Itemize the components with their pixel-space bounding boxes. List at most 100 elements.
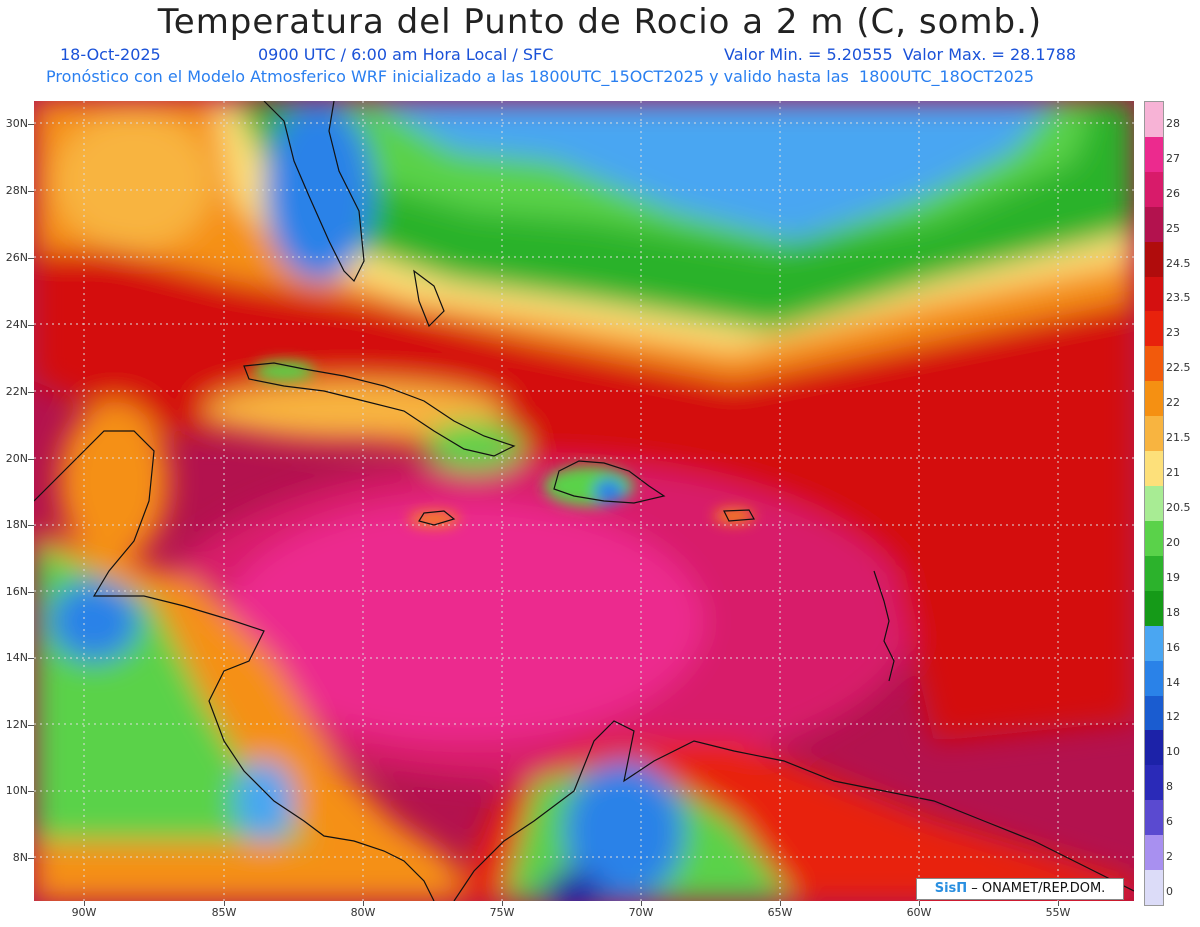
colorbar-label: 10 xyxy=(1166,745,1180,759)
sispi-logo-text: SisΠ xyxy=(934,881,968,896)
colorbar-label: 21 xyxy=(1166,466,1180,480)
dewpoint-map xyxy=(34,101,1134,901)
lat-label-14n: 14N xyxy=(5,651,28,664)
colorbar-label: 22 xyxy=(1166,396,1180,410)
lat-tick xyxy=(28,325,34,326)
colorbar-segment xyxy=(1145,870,1163,906)
lat-label-28n: 28N xyxy=(5,184,28,197)
forecast-date: 18-Oct-2025 xyxy=(60,45,161,64)
lat-label-12n: 12N xyxy=(5,718,28,731)
colorbar-label: 2 xyxy=(1166,850,1173,864)
lon-tick xyxy=(919,901,920,906)
lon-label-80w: 80W xyxy=(350,906,376,919)
lon-tick xyxy=(1058,901,1059,906)
lat-tick xyxy=(28,592,34,593)
colorbar-segment xyxy=(1145,520,1163,557)
colorbar xyxy=(1144,101,1164,906)
min-max-values: Valor Min. = 5.20555 Valor Max. = 28.178… xyxy=(724,45,1077,64)
colorbar-segment xyxy=(1145,241,1163,278)
colorbar-segment xyxy=(1145,102,1163,138)
colorbar-segment xyxy=(1145,346,1163,382)
lat-label-22n: 22N xyxy=(5,385,28,398)
lon-tick xyxy=(224,901,225,906)
lon-tick xyxy=(780,901,781,906)
credit-text: – ONAMET/REP.DOM. xyxy=(967,881,1106,896)
colorbar-segment xyxy=(1145,486,1163,522)
colorbar-label: 22.5 xyxy=(1166,361,1191,375)
lat-label-10n: 10N xyxy=(5,784,28,797)
lat-tick xyxy=(28,191,34,192)
colorbar-segment xyxy=(1145,800,1163,836)
lon-tick xyxy=(641,901,642,906)
colorbar-label: 6 xyxy=(1166,815,1173,829)
colorbar-label: 16 xyxy=(1166,640,1180,654)
colorbar-label: 23 xyxy=(1166,326,1180,340)
colorbar-label: 21.5 xyxy=(1166,431,1191,445)
lat-tick xyxy=(28,725,34,726)
island-hotspots xyxy=(254,361,754,526)
lat-label-8n: 8N xyxy=(12,851,28,864)
lat-label-20n: 20N xyxy=(5,452,28,465)
colorbar-segment xyxy=(1145,695,1163,731)
colorbar-segment xyxy=(1145,555,1163,592)
colorbar-label: 0 xyxy=(1166,885,1173,898)
colorbar-segment xyxy=(1145,660,1163,696)
colorbar-label: 20.5 xyxy=(1166,500,1191,514)
lon-label-85w: 85W xyxy=(211,906,237,919)
colorbar-label: 26 xyxy=(1166,186,1180,200)
lat-label-30n: 30N xyxy=(5,117,28,130)
colorbar-label: 14 xyxy=(1166,675,1180,689)
lat-tick xyxy=(28,392,34,393)
colorbar-segment xyxy=(1145,136,1163,173)
lat-tick xyxy=(28,858,34,859)
lat-tick xyxy=(28,258,34,259)
colorbar-segment xyxy=(1145,416,1163,452)
colorbar-segment xyxy=(1145,171,1163,208)
lon-label-55w: 55W xyxy=(1045,906,1071,919)
lon-label-75w: 75W xyxy=(489,906,515,919)
model-info: Pronóstico con el Modelo Atmosferico WRF… xyxy=(46,67,1035,86)
lon-label-65w: 65W xyxy=(767,906,793,919)
map-svg xyxy=(34,101,1134,901)
lat-label-26n: 26N xyxy=(5,251,28,264)
colorbar-segment xyxy=(1145,381,1163,417)
colorbar-label: 23.5 xyxy=(1166,291,1191,305)
lat-tick xyxy=(28,459,34,460)
lat-label-16n: 16N xyxy=(5,585,28,598)
colorbar-segment xyxy=(1145,835,1163,871)
map-title: Temperatura del Punto de Rocio a 2 m (C,… xyxy=(157,2,1043,42)
colorbar-segment xyxy=(1145,730,1163,766)
lon-tick xyxy=(84,901,85,906)
lon-label-70w: 70W xyxy=(628,906,654,919)
colorbar-segment xyxy=(1145,451,1163,487)
colorbar-label: 28 xyxy=(1166,116,1180,130)
colorbar-label: 12 xyxy=(1166,710,1180,724)
colorbar-label: 18 xyxy=(1166,605,1180,619)
lon-label-90w: 90W xyxy=(71,906,97,919)
colorbar-segment xyxy=(1145,590,1163,627)
coastlines xyxy=(34,101,1134,901)
colorbar-segment xyxy=(1145,765,1163,801)
lat-lon-grid xyxy=(34,101,1134,901)
colorbar-segment xyxy=(1145,311,1163,347)
colorbar-label: 20 xyxy=(1166,535,1180,549)
lon-tick xyxy=(502,901,503,906)
colorbar-segment xyxy=(1145,625,1163,662)
forecast-time: 0900 UTC / 6:00 am Hora Local / SFC xyxy=(258,45,554,64)
colorbar-segment xyxy=(1145,206,1163,243)
colorbar-label: 25 xyxy=(1166,221,1180,235)
credit-box: SisΠ – ONAMET/REP.DOM. xyxy=(916,878,1124,900)
colorbar-label: 19 xyxy=(1166,570,1180,584)
colorbar-segment xyxy=(1145,276,1163,312)
colorbar-label: 8 xyxy=(1166,780,1173,794)
lat-label-18n: 18N xyxy=(5,518,28,531)
lat-label-24n: 24N xyxy=(5,318,28,331)
lat-tick xyxy=(28,658,34,659)
lat-tick xyxy=(28,124,34,125)
lon-label-60w: 60W xyxy=(906,906,932,919)
colorbar-label: 27 xyxy=(1166,151,1180,165)
lon-tick xyxy=(363,901,364,906)
colorbar-label: 24.5 xyxy=(1166,256,1191,270)
lat-tick xyxy=(28,525,34,526)
lat-tick xyxy=(28,791,34,792)
